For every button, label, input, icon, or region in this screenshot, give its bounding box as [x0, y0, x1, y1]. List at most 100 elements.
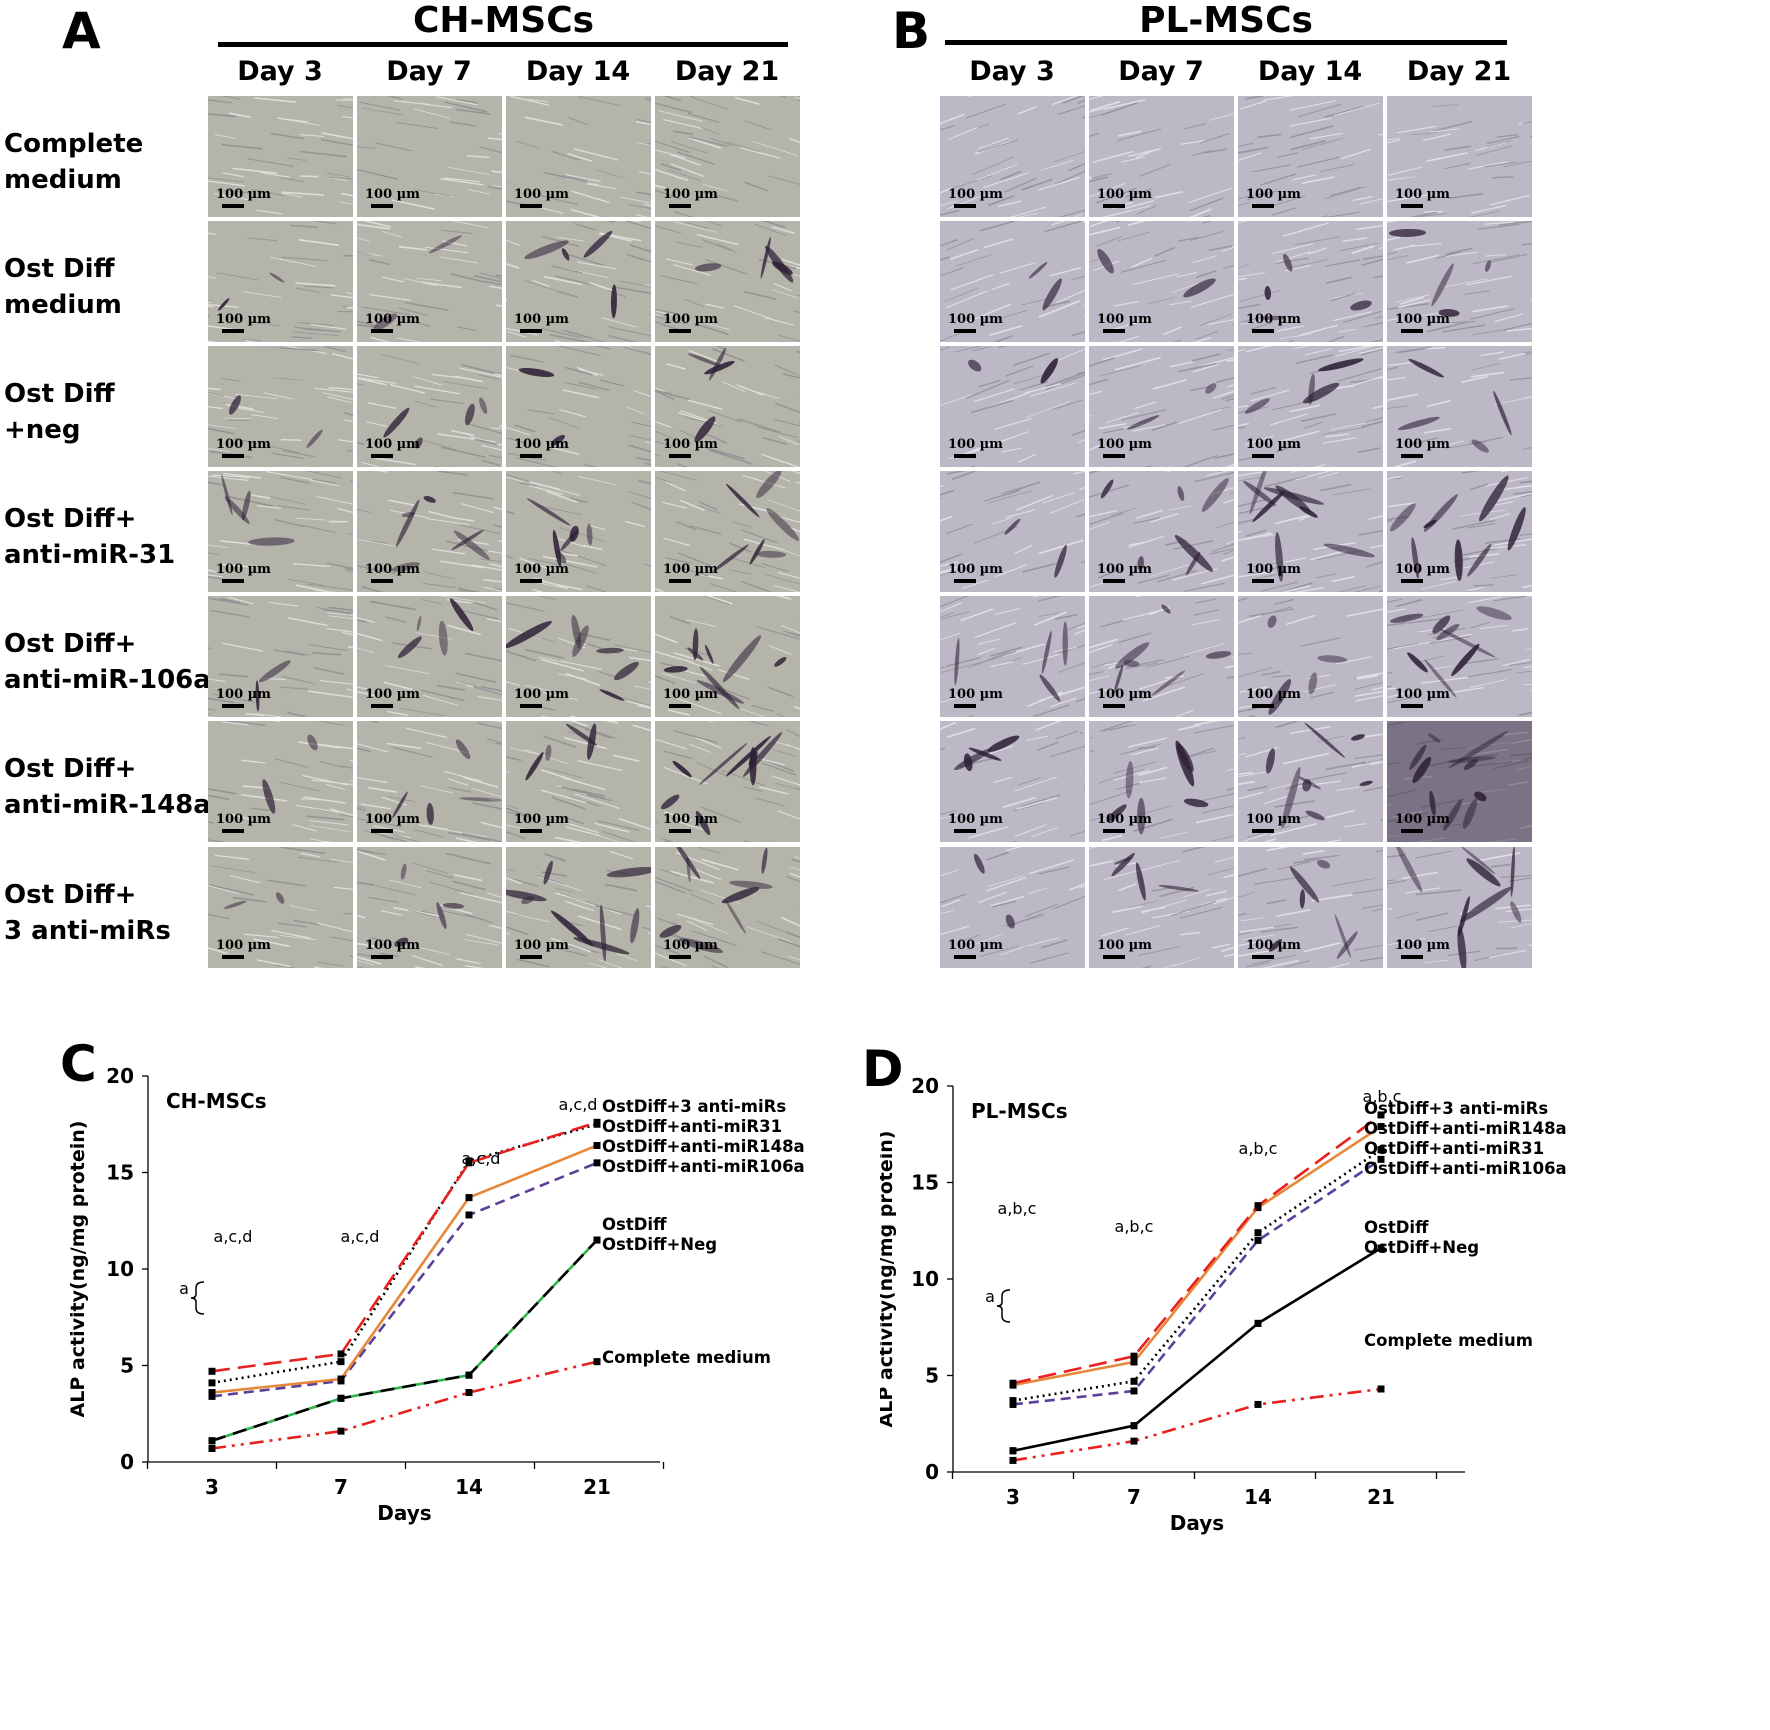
- micrograph-image: [655, 221, 800, 342]
- scale-bar: [1103, 454, 1125, 458]
- scale-bar-label: 100 µm: [1395, 687, 1450, 702]
- day-header-day-3: Day 3: [969, 56, 1055, 87]
- scale-bar-label: 100 µm: [1395, 312, 1450, 327]
- micrograph-tile: 100 µm: [357, 847, 502, 968]
- row-label-7: Ost Diff+ 3 anti-miRs: [4, 880, 171, 946]
- data-point: [1377, 1385, 1385, 1393]
- series-line: [211, 1123, 598, 1385]
- scale-bar-label: 100 µm: [365, 562, 420, 577]
- micrograph-tile: 100 µm: [1238, 471, 1383, 592]
- scale-bar: [520, 204, 542, 208]
- micrograph-image: [357, 721, 502, 842]
- data-point: [208, 1444, 216, 1452]
- micrograph-tile: 100 µm: [940, 346, 1085, 467]
- series-line: [211, 1360, 598, 1450]
- micrograph-image: [655, 847, 800, 968]
- micrograph-image: [506, 221, 651, 342]
- scale-bar-label: 100 µm: [1097, 812, 1152, 827]
- scale-bar-label: 100 µm: [1246, 687, 1301, 702]
- micrograph-tile: 100 µm: [1238, 847, 1383, 968]
- data-point: [1254, 1319, 1262, 1327]
- micrograph-tile: 100 µm: [506, 847, 651, 968]
- micrograph-tile: 100 µm: [1089, 346, 1234, 467]
- scale-bar: [520, 829, 542, 833]
- scale-bar: [1103, 204, 1125, 208]
- micrograph-tile: 100 µm: [208, 221, 353, 342]
- scale-bar-label: 100 µm: [663, 812, 718, 827]
- micrograph-tile: 100 µm: [1089, 471, 1234, 592]
- series-label: OstDiff+anti-miR31: [602, 1117, 782, 1136]
- scale-bar: [669, 204, 691, 208]
- scale-bar: [520, 329, 542, 333]
- y-tick-label: 10: [911, 1267, 939, 1291]
- y-axis-label: ALP activity(ng/mg protein): [67, 1121, 89, 1418]
- micrograph-image: [940, 471, 1085, 592]
- micrograph-image: [357, 221, 502, 342]
- data-point: [1254, 1400, 1262, 1408]
- micrograph-tile: 100 µm: [655, 221, 800, 342]
- micrograph-image: [940, 596, 1085, 717]
- scale-bar-label: 100 µm: [365, 938, 420, 953]
- scale-bar: [1401, 955, 1423, 959]
- micrograph-tile: 100 µm: [940, 721, 1085, 842]
- scale-bar: [1103, 704, 1125, 708]
- y-tick-label: 20: [106, 1064, 134, 1088]
- scale-bar-label: 100 µm: [514, 938, 569, 953]
- scale-bar-label: 100 µm: [948, 437, 1003, 452]
- day-header-day-21: Day 21: [1406, 56, 1512, 87]
- x-axis-label: Days: [1170, 1511, 1224, 1535]
- scale-bar: [1103, 829, 1125, 833]
- scale-bar-label: 100 µm: [514, 187, 569, 202]
- day-header-day-7: Day 7: [386, 56, 472, 87]
- micrograph-tile: 100 µm: [1387, 471, 1532, 592]
- scale-bar-label: 100 µm: [365, 812, 420, 827]
- micrograph-image: [655, 346, 800, 467]
- panel-b-title: PL-MSCs: [1139, 0, 1313, 41]
- data-point: [208, 1437, 216, 1445]
- micrograph-image: [506, 346, 651, 467]
- day-header-day-21: Day 21: [674, 56, 780, 87]
- micrograph-tile: 100 µm: [357, 471, 502, 592]
- micrograph-tile: 100 µm: [1238, 721, 1383, 842]
- micrograph-tile: 100 µm: [1089, 721, 1234, 842]
- y-tick-label: 0: [925, 1460, 939, 1484]
- micrograph-tile: 100 µm: [1089, 847, 1234, 968]
- scale-bar: [1252, 204, 1274, 208]
- significance-annotation: a,b,c: [998, 1199, 1037, 1218]
- micrograph-tile: 100 µm: [1089, 596, 1234, 717]
- micrograph-image: [940, 346, 1085, 467]
- micrograph-image: [1387, 847, 1532, 968]
- micrograph-image: [208, 96, 353, 217]
- panel-letter-d: D: [862, 1040, 904, 1098]
- scale-bar-label: 100 µm: [663, 312, 718, 327]
- row-label-5: Ost Diff+ anti-miR-106a: [4, 629, 211, 695]
- scale-bar-label: 100 µm: [663, 437, 718, 452]
- micrograph-image: [357, 346, 502, 467]
- y-tick-label: 0: [120, 1450, 134, 1474]
- x-tick-label: 14: [1244, 1485, 1272, 1509]
- scale-bar-label: 100 µm: [1395, 187, 1450, 202]
- micrograph-image: [1089, 346, 1234, 467]
- significance-brace: [190, 1281, 205, 1315]
- micrograph-tile: 100 µm: [1387, 221, 1532, 342]
- micrograph-tile: 100 µm: [506, 96, 651, 217]
- scale-bar: [669, 955, 691, 959]
- scale-bar: [1103, 955, 1125, 959]
- micrograph-image: [655, 721, 800, 842]
- scale-bar-label: 100 µm: [514, 312, 569, 327]
- scale-bar-label: 100 µm: [663, 938, 718, 953]
- panel-a-title: CH-MSCs: [412, 0, 595, 41]
- scale-bar-label: 100 µm: [1246, 812, 1301, 827]
- micrograph-image: [506, 721, 651, 842]
- chart-c: 0 5 10 15 20 3 7 14 21 Days ALP activity(ng/mg pro…: [67, 1064, 805, 1525]
- micrograph-image: [1089, 221, 1234, 342]
- significance-annotation: a,c,d: [341, 1227, 380, 1246]
- panel-letter-b: B: [892, 2, 931, 60]
- significance-brace: [996, 1289, 1011, 1323]
- micrograph-tile: 100 µm: [940, 596, 1085, 717]
- scale-bar: [1401, 704, 1423, 708]
- data-point: [1009, 1456, 1017, 1464]
- micrograph-image: [1387, 221, 1532, 342]
- data-point: [1009, 1400, 1017, 1408]
- scale-bar-label: 100 µm: [948, 187, 1003, 202]
